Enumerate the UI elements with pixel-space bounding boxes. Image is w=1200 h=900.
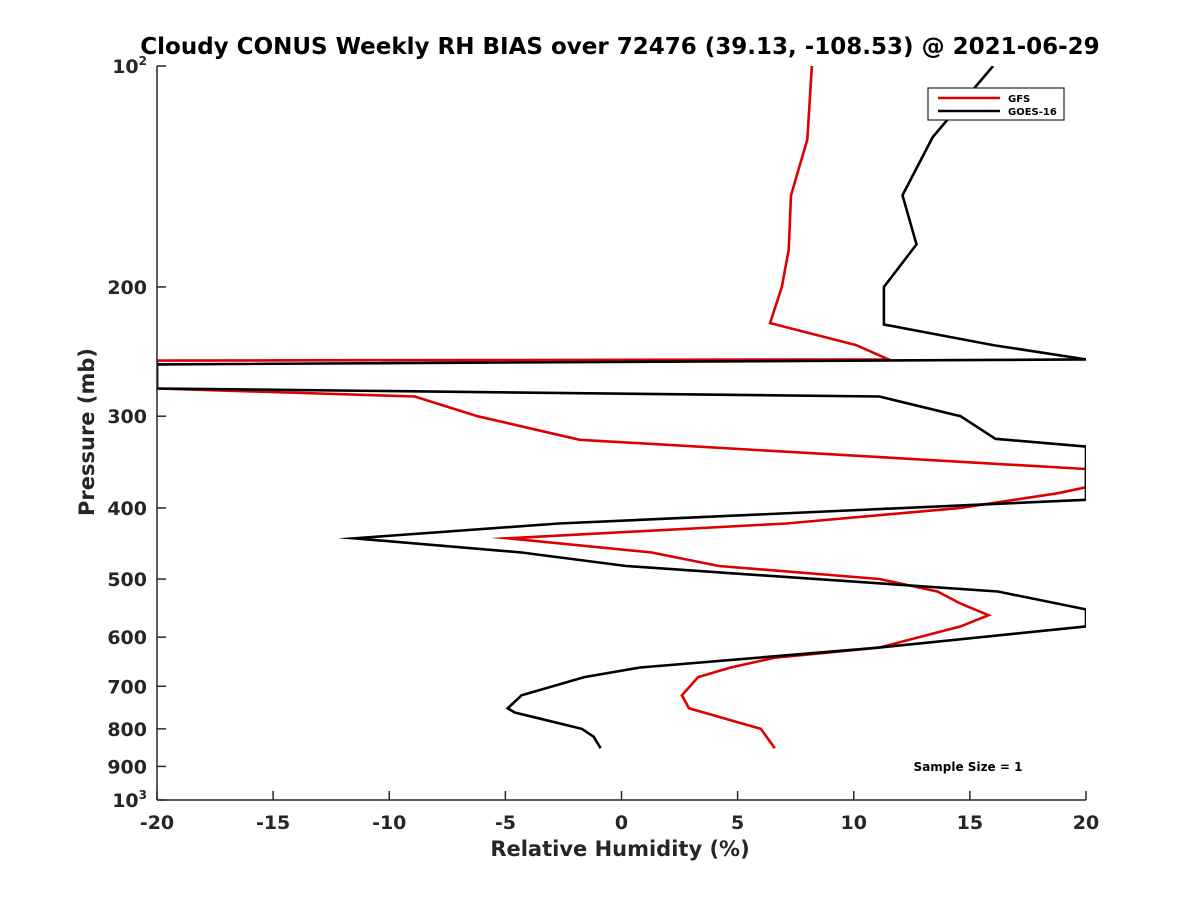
x-axis-label: Relative Humidity (%) [490,837,749,861]
legend-label: GFS [1008,94,1030,105]
x-tick-label: 20 [1073,812,1099,834]
legend: GFS GOES-16 [927,87,1065,121]
y-axis-ticks: 102 200 300 400 500 600 700 800 900 103 [107,54,166,812]
legend-box [927,87,1065,121]
x-tick-label: 15 [957,812,983,834]
y-tick-label: 500 [107,569,147,591]
y-tick-label: 700 [107,676,147,698]
y-tick-label: 102 [112,54,147,78]
y-tick-label: 300 [107,406,147,428]
y-tick-label: 400 [107,498,147,520]
x-tick-label: -10 [372,812,406,834]
x-tick-label: -20 [140,812,174,834]
series-layer [157,66,1086,749]
x-tick-label: -15 [256,812,290,834]
x-tick-label: 5 [731,812,744,834]
y-axis-label: Pressure (mb) [75,348,99,516]
x-tick-label: 10 [841,812,867,834]
y-tick-label: 103 [112,788,147,812]
y-tick-label: 600 [107,627,147,649]
y-tick-label: 200 [107,277,147,299]
x-axis-ticks: -20 -15 -10 -5 0 5 10 15 20 [140,791,1099,834]
series-line-goes-16 [157,66,1086,749]
plot-area [157,66,1086,800]
sample-size-annotation: Sample Size = 1 [914,760,1023,774]
y-tick-label: 800 [107,719,147,741]
legend-label: GOES-16 [1008,107,1057,118]
y-tick-label: 900 [107,756,147,778]
chart-title: Cloudy CONUS Weekly RH BIAS over 72476 (… [140,34,1099,60]
x-tick-label: -5 [495,812,516,834]
plot-background [157,66,1086,800]
series-line-gfs [157,66,1086,749]
x-tick-label: 0 [615,812,628,834]
